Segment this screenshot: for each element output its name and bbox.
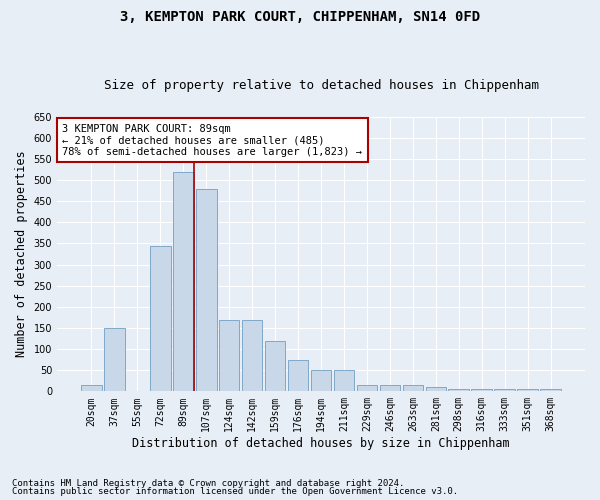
Bar: [541, 389, 561, 392]
Bar: [356, 385, 377, 392]
Bar: [517, 389, 538, 392]
Bar: [380, 385, 400, 392]
Bar: [150, 246, 170, 392]
Bar: [104, 328, 125, 392]
Bar: [403, 385, 423, 392]
Bar: [311, 370, 331, 392]
Bar: [472, 389, 492, 392]
X-axis label: Distribution of detached houses by size in Chippenham: Distribution of detached houses by size …: [132, 437, 510, 450]
Bar: [173, 172, 194, 392]
Bar: [81, 385, 102, 392]
Bar: [494, 389, 515, 392]
Bar: [196, 188, 217, 392]
Bar: [219, 320, 239, 392]
Bar: [265, 340, 286, 392]
Bar: [242, 320, 262, 392]
Text: Contains HM Land Registry data © Crown copyright and database right 2024.: Contains HM Land Registry data © Crown c…: [12, 478, 404, 488]
Bar: [288, 360, 308, 392]
Text: 3, KEMPTON PARK COURT, CHIPPENHAM, SN14 0FD: 3, KEMPTON PARK COURT, CHIPPENHAM, SN14 …: [120, 10, 480, 24]
Title: Size of property relative to detached houses in Chippenham: Size of property relative to detached ho…: [104, 79, 539, 92]
Bar: [448, 389, 469, 392]
Bar: [334, 370, 355, 392]
Text: Contains public sector information licensed under the Open Government Licence v3: Contains public sector information licen…: [12, 487, 458, 496]
Y-axis label: Number of detached properties: Number of detached properties: [15, 150, 28, 358]
Text: 3 KEMPTON PARK COURT: 89sqm
← 21% of detached houses are smaller (485)
78% of se: 3 KEMPTON PARK COURT: 89sqm ← 21% of det…: [62, 124, 362, 157]
Bar: [425, 387, 446, 392]
